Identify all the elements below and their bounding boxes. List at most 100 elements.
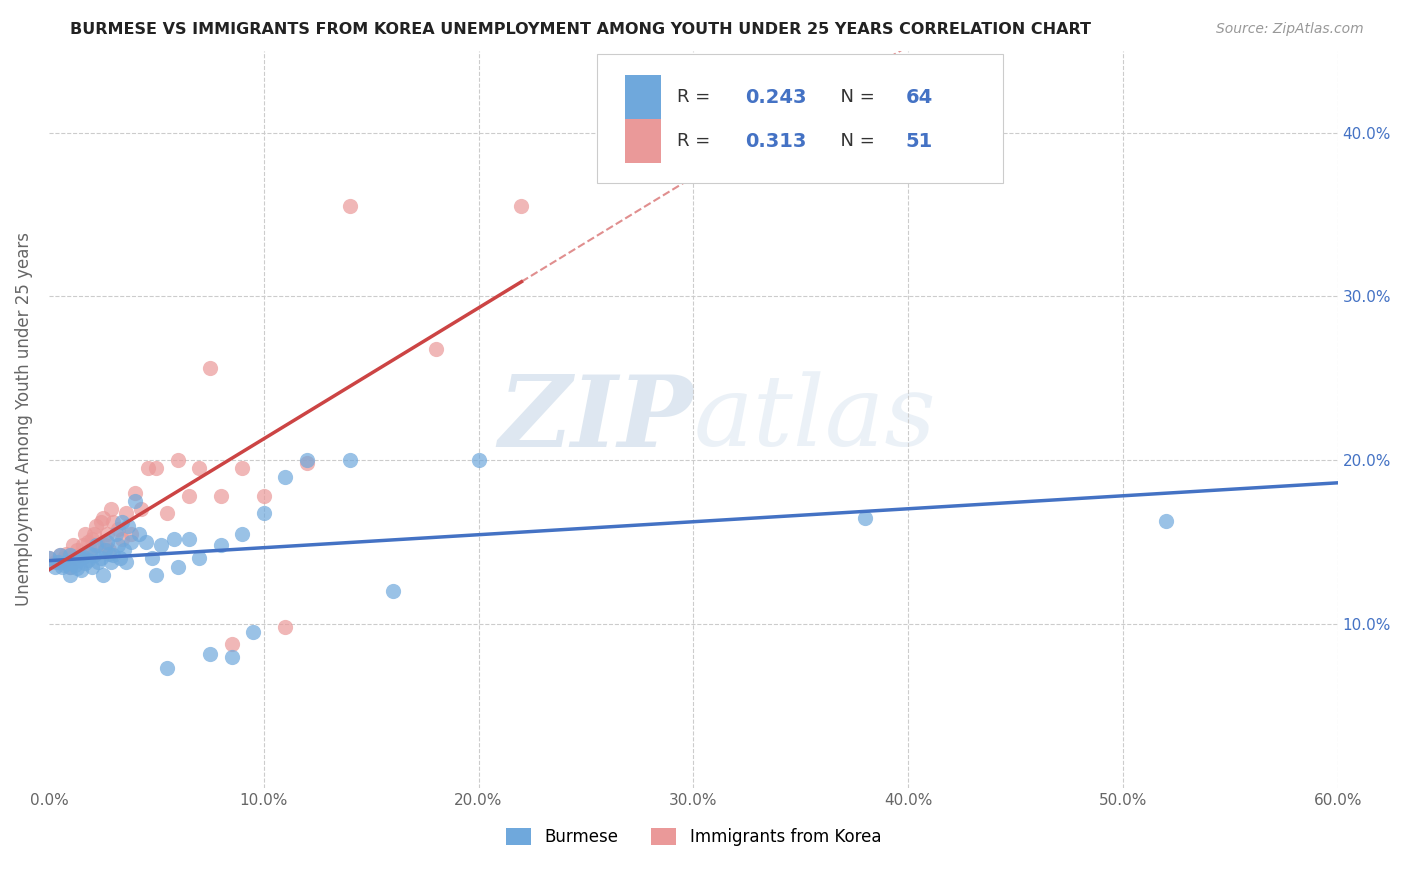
Point — [274, 620, 297, 634]
Point — [84, 538, 107, 552]
Point — [425, 342, 447, 356]
Point — [510, 199, 533, 213]
Point — [62, 538, 84, 552]
Point — [120, 527, 142, 541]
Point — [253, 489, 276, 503]
Text: N =: N = — [828, 88, 880, 106]
Point — [80, 532, 103, 546]
Point — [166, 453, 188, 467]
Point — [145, 567, 167, 582]
Point — [58, 551, 80, 566]
Point — [76, 535, 98, 549]
Point — [111, 516, 134, 530]
Point — [120, 535, 142, 549]
Point — [156, 661, 179, 675]
Point — [177, 532, 200, 546]
Point — [79, 543, 101, 558]
Point — [107, 538, 129, 552]
Point — [124, 486, 146, 500]
Point — [62, 555, 84, 569]
Point — [55, 547, 77, 561]
Point — [91, 510, 114, 524]
Text: R =: R = — [676, 132, 716, 151]
Text: 51: 51 — [905, 132, 934, 151]
Point — [149, 538, 172, 552]
Point — [135, 535, 157, 549]
Text: N =: N = — [828, 132, 880, 151]
Point — [339, 199, 361, 213]
Point — [87, 555, 110, 569]
Legend: Burmese, Immigrants from Korea: Burmese, Immigrants from Korea — [506, 828, 882, 846]
Point — [295, 453, 318, 467]
Point — [59, 548, 82, 562]
Point — [209, 538, 232, 552]
Point — [117, 518, 139, 533]
Point — [162, 532, 184, 546]
Point — [67, 551, 90, 566]
Point — [242, 625, 264, 640]
Point — [253, 506, 276, 520]
Point — [53, 551, 76, 566]
Point — [89, 516, 111, 530]
Text: 0.243: 0.243 — [745, 87, 807, 107]
Point — [188, 551, 211, 566]
Point — [177, 489, 200, 503]
Point — [115, 555, 138, 569]
Point — [103, 516, 125, 530]
Point — [136, 461, 159, 475]
Text: 64: 64 — [905, 87, 934, 107]
Point — [295, 457, 318, 471]
Point — [274, 469, 297, 483]
Point — [63, 558, 86, 572]
Point — [91, 567, 114, 582]
Point — [156, 506, 179, 520]
Point — [89, 551, 111, 566]
Point — [231, 527, 253, 541]
Text: 0.313: 0.313 — [745, 132, 806, 151]
Point — [108, 551, 131, 566]
Point — [853, 510, 876, 524]
Point — [46, 555, 69, 569]
Point — [79, 547, 101, 561]
Point — [198, 647, 221, 661]
Point — [55, 557, 77, 571]
Point — [76, 553, 98, 567]
Point — [124, 494, 146, 508]
Text: atlas: atlas — [693, 372, 936, 467]
Point — [221, 637, 243, 651]
Point — [63, 551, 86, 566]
Point — [66, 561, 89, 575]
Point — [94, 543, 117, 558]
Point — [75, 557, 97, 571]
FancyBboxPatch shape — [626, 75, 661, 120]
Point — [75, 527, 97, 541]
Point — [467, 453, 489, 467]
Point — [141, 551, 163, 566]
Point — [67, 548, 90, 562]
Point — [72, 538, 94, 552]
Point — [111, 532, 134, 546]
Point — [131, 502, 153, 516]
Point — [44, 555, 66, 569]
Point — [87, 538, 110, 552]
Point — [98, 543, 121, 558]
Point — [70, 551, 93, 566]
Text: ZIP: ZIP — [498, 371, 693, 467]
Point — [98, 547, 121, 561]
Point — [48, 548, 70, 562]
Point — [84, 518, 107, 533]
Point — [198, 361, 221, 376]
Point — [48, 548, 70, 562]
Point — [209, 489, 232, 503]
Point — [107, 522, 129, 536]
Y-axis label: Unemployment Among Youth under 25 years: Unemployment Among Youth under 25 years — [15, 232, 32, 607]
Point — [166, 559, 188, 574]
Point — [100, 502, 122, 516]
FancyBboxPatch shape — [626, 120, 661, 163]
Point — [1154, 514, 1177, 528]
Point — [96, 527, 118, 541]
Text: BURMESE VS IMMIGRANTS FROM KOREA UNEMPLOYMENT AMONG YOUTH UNDER 25 YEARS CORRELA: BURMESE VS IMMIGRANTS FROM KOREA UNEMPLO… — [70, 22, 1091, 37]
Point — [38, 551, 60, 566]
Point — [145, 461, 167, 475]
Point — [44, 559, 66, 574]
